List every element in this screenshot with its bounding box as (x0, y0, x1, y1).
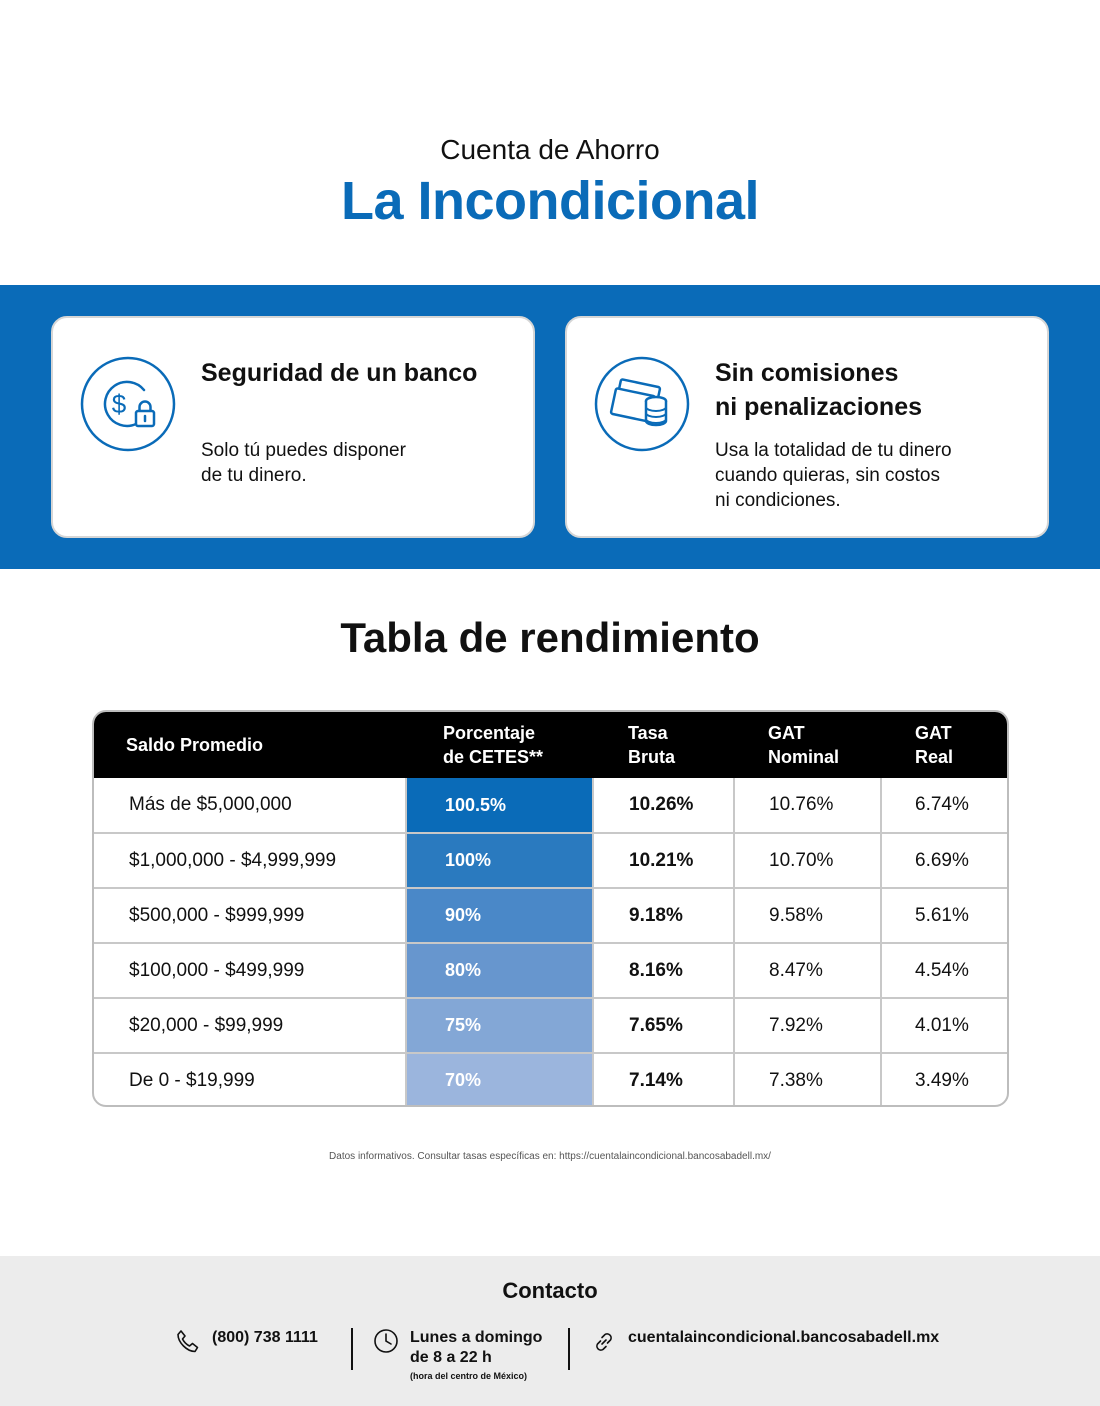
cell-gat-nominal: 10.76% (769, 794, 834, 815)
header-tasa: Tasa Bruta (628, 712, 748, 778)
feature-text-line: Usa la totalidad de tu dinero (715, 440, 952, 461)
table-row: De 0 - $19,999 70% 7.14% 7.38% 3.49% (94, 1052, 1007, 1105)
cell-porcentaje: 100.5% (445, 794, 507, 815)
cell-saldo: $20,000 - $99,999 (129, 1014, 284, 1036)
cell-gat-nominal: 8.47% (769, 959, 823, 981)
cell-porcentaje: 100% (445, 850, 492, 870)
cetes-shade (407, 944, 592, 997)
hours-line: Lunes a domingo (410, 1329, 543, 1346)
table-row: $1,000,000 - $4,999,999 100% 10.21% 10.70% 6… (94, 832, 1007, 887)
website-link[interactable]: cuentalaincondicional.bancosabadell.mx (628, 1329, 940, 1346)
feature-title-line: Sin comisiones (715, 359, 899, 387)
header-gat-real: GAT Real (915, 712, 1005, 778)
header-line: Bruta (628, 747, 676, 767)
table-row: $500,000 - $999,999 90% 9.18% 9.58% 5.61% (94, 887, 1007, 942)
contact-divider (568, 1328, 570, 1370)
cell-saldo: Más de $5,000,000 (129, 794, 292, 815)
column-divider (592, 778, 594, 1105)
cetes-shade (407, 834, 592, 887)
cell-saldo: $1,000,000 - $4,999,999 (129, 849, 337, 871)
contact-hours: Lunes a domingo de 8 a 22 h (hora del ce… (372, 1328, 542, 1382)
cell-saldo: $500,000 - $999,999 (129, 904, 305, 926)
table-row: Más de $5,000,000 100.5% 10.26% 10.76% 6.74% (94, 778, 1007, 832)
header-saldo: Saldo Promedio (126, 735, 264, 755)
phone-icon (177, 1330, 199, 1353)
cell-gat-real: 5.61% (915, 904, 969, 926)
cell-tasa: 8.16% (629, 959, 683, 981)
cell-gat-real: 6.74% (915, 794, 969, 815)
cell-gat-nominal: 7.38% (769, 1069, 823, 1091)
contact-divider (351, 1328, 353, 1370)
yield-table: Saldo Promedio Porcentaje de CETES** Tas… (92, 710, 1009, 1107)
contact-section: Contacto (800) 738 1111 Lunes a domingo … (0, 1256, 1100, 1406)
table-row: $100,000 - $499,999 80% 8.16% 8.47% 4.54% (94, 942, 1007, 997)
hero-section: Cuenta de Ahorro La Incondicional (0, 0, 1100, 285)
feature-text-line: de tu dinero. (201, 465, 307, 486)
hours-text: Lunes a domingo de 8 a 22 h (hora del ce… (410, 1328, 542, 1382)
cash-coins-icon (594, 356, 690, 452)
cetes-shade (407, 778, 592, 832)
feature-title-line: ni penalizaciones (715, 393, 923, 421)
header-line: Real (915, 747, 954, 767)
link-icon (596, 1333, 612, 1351)
header-line: Porcentaje (443, 723, 536, 743)
cell-saldo: $100,000 - $499,999 (129, 959, 305, 981)
column-divider (405, 778, 407, 1105)
cell-tasa: 7.65% (629, 1014, 683, 1036)
table-title: Tabla de rendimiento (340, 614, 760, 661)
cell-gat-nominal: 7.92% (769, 1014, 823, 1036)
feature-title: Sin comisiones ni penalizaciones (715, 356, 1035, 424)
dollar-lock-icon: $ (80, 356, 176, 452)
header-line: de CETES** (443, 747, 544, 767)
hero-title: La Incondicional (340, 171, 760, 231)
header-line: GAT (768, 723, 805, 743)
feature-text-line: cuando quieras, sin costos (715, 465, 940, 486)
hero-subtitle: Cuenta de Ahorro (440, 134, 660, 165)
contact-website[interactable]: cuentalaincondicional.bancosabadell.mx (590, 1328, 939, 1356)
header-line: Tasa (628, 723, 668, 743)
table-header: Saldo Promedio Porcentaje de CETES** Tas… (94, 712, 1007, 778)
features-band: $ Seguridad de un banco Solo tú puedes d… (0, 285, 1100, 569)
cell-porcentaje: 80% (445, 960, 482, 980)
cell-gat-real: 4.54% (915, 959, 969, 981)
cell-gat-real: 4.01% (915, 1014, 969, 1036)
cetes-shade (407, 999, 592, 1052)
cell-gat-real: 3.49% (915, 1069, 969, 1091)
cell-tasa: 10.21% (629, 849, 694, 871)
header-porcentaje: Porcentaje de CETES** (443, 712, 613, 778)
feature-text: Usa la totalidad de tu dinero cuando qui… (715, 438, 1035, 513)
cetes-shade (407, 889, 592, 942)
hours-note: (hora del centro de México) (410, 1371, 528, 1381)
feature-text-line: ni condiciones. (715, 490, 841, 511)
phone-number[interactable]: (800) 738 1111 (212, 1329, 318, 1346)
cetes-shade (407, 1054, 592, 1105)
contact-title: Contacto (502, 1278, 598, 1303)
hours-line: de 8 a 22 h (410, 1349, 492, 1366)
svg-text:$: $ (112, 389, 127, 419)
feature-card-security: $ Seguridad de un banco Solo tú puedes d… (51, 316, 535, 538)
column-divider (880, 778, 882, 1105)
cell-porcentaje: 70% (445, 1070, 482, 1090)
cell-porcentaje: 75% (445, 1015, 482, 1035)
clock-icon (374, 1329, 398, 1353)
feature-card-no-fees: Sin comisiones ni penalizaciones Usa la … (565, 316, 1049, 538)
cell-tasa: 9.18% (629, 904, 683, 926)
cell-gat-nominal: 9.58% (769, 904, 823, 926)
feature-text: Solo tú puedes disponer de tu dinero. (201, 438, 521, 488)
feature-title: Seguridad de un banco (201, 359, 478, 387)
contact-phone[interactable]: (800) 738 1111 (174, 1328, 318, 1356)
cell-gat-nominal: 10.70% (769, 849, 834, 871)
cell-tasa: 7.14% (629, 1069, 683, 1091)
feature-text-line: Solo tú puedes disponer (201, 440, 406, 461)
table-row: $20,000 - $99,999 75% 7.65% 7.92% 4.01% (94, 997, 1007, 1052)
column-divider (733, 778, 735, 1105)
cell-tasa: 10.26% (629, 794, 694, 815)
cell-porcentaje: 90% (445, 905, 482, 925)
header-line: Nominal (768, 747, 840, 767)
header-line: GAT (915, 723, 952, 743)
cell-saldo: De 0 - $19,999 (129, 1069, 255, 1091)
cell-gat-real: 6.69% (915, 849, 969, 871)
footnote: Datos informativos. Consultar tasas espe… (329, 1151, 771, 1162)
header-gat-nominal: GAT Nominal (768, 712, 888, 778)
